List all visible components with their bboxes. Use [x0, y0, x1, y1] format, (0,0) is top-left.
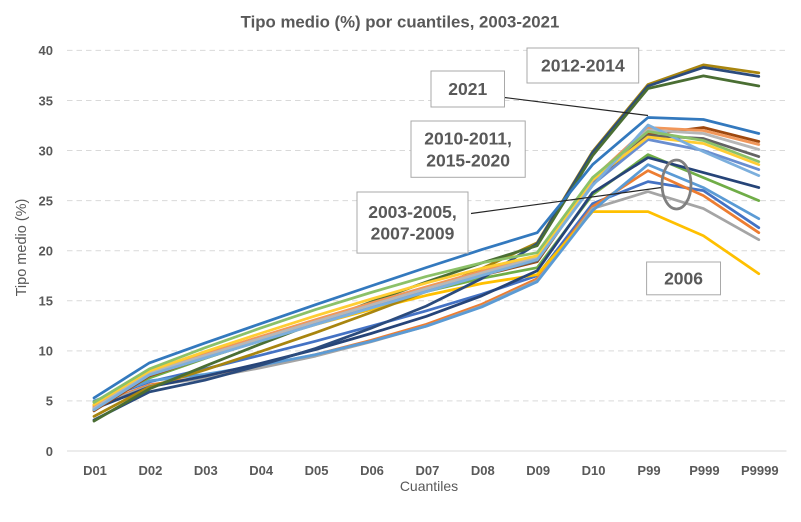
svg-text:15: 15 — [39, 294, 53, 309]
svg-text:2006: 2006 — [664, 269, 703, 289]
svg-text:2015-2020: 2015-2020 — [426, 150, 510, 170]
svg-text:P9999: P9999 — [741, 463, 779, 478]
svg-text:2007-2009: 2007-2009 — [371, 224, 455, 244]
svg-text:D05: D05 — [305, 463, 329, 478]
svg-text:Tipo medio (%) por cuantiles,: Tipo medio (%) por cuantiles, 2003-2021 — [241, 13, 560, 32]
svg-text:2010-2011,: 2010-2011, — [424, 129, 512, 149]
svg-text:30: 30 — [39, 143, 53, 158]
svg-text:D09: D09 — [526, 463, 550, 478]
svg-text:2021: 2021 — [448, 79, 487, 99]
svg-text:40: 40 — [39, 43, 53, 58]
svg-text:Tipo medio (%): Tipo medio (%) — [14, 199, 30, 297]
svg-text:2003-2005,: 2003-2005, — [368, 202, 457, 222]
svg-text:D10: D10 — [582, 463, 606, 478]
svg-text:0: 0 — [46, 444, 53, 459]
svg-text:D01: D01 — [83, 463, 107, 478]
svg-text:D07: D07 — [415, 463, 439, 478]
svg-text:D02: D02 — [138, 463, 162, 478]
svg-text:5: 5 — [46, 394, 53, 409]
svg-text:10: 10 — [39, 344, 53, 359]
svg-text:2012-2014: 2012-2014 — [541, 56, 625, 76]
svg-text:D08: D08 — [471, 463, 495, 478]
svg-text:D04: D04 — [249, 463, 274, 478]
svg-text:P99: P99 — [637, 463, 660, 478]
svg-text:25: 25 — [39, 193, 53, 208]
svg-text:D03: D03 — [194, 463, 218, 478]
svg-text:Cuantiles: Cuantiles — [400, 478, 458, 494]
svg-text:P999: P999 — [689, 463, 719, 478]
svg-text:D06: D06 — [360, 463, 384, 478]
svg-text:35: 35 — [39, 93, 53, 108]
svg-text:20: 20 — [39, 244, 53, 259]
